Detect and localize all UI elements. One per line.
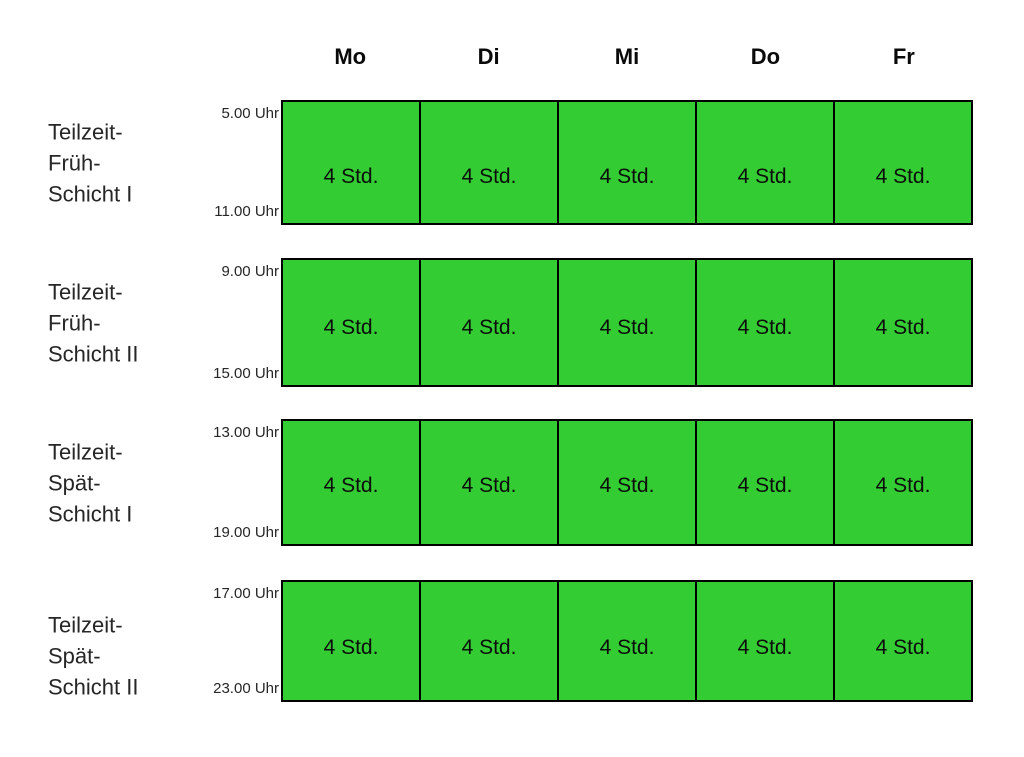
shift-hours-cell: 4 Std.: [559, 102, 697, 223]
day-header-fr: Fr: [892, 44, 915, 69]
shift-start-time-label: 13.00 Uhr: [213, 424, 279, 441]
shift-week-bar: 4 Std. 4 Std. 4 Std. 4 Std. 4 Std.: [281, 419, 973, 546]
shift-hours-cell: 4 Std.: [283, 260, 421, 385]
shift-start-time-label: 9.00 Uhr: [221, 263, 279, 280]
shift-week-bar: 4 Std. 4 Std. 4 Std. 4 Std. 4 Std.: [281, 100, 973, 225]
day-header-mi: Mi: [614, 44, 640, 69]
shift-name-line: Teilzeit-: [48, 612, 123, 638]
day-header-do: Do: [750, 44, 781, 69]
shift-name-line: Teilzeit-: [48, 439, 123, 464]
shift-start-time-label: 5.00 Uhr: [221, 105, 279, 122]
shift-hours-cell: 4 Std.: [875, 315, 931, 339]
shift-name-line: Früh-: [48, 310, 101, 335]
shift-end-time-label: 15.00 Uhr: [213, 365, 279, 382]
shift-end-time-label: 19.00 Uhr: [213, 524, 279, 541]
shift-hours-cell: 4 Std.: [283, 582, 421, 700]
shift-name-label: Teilzeit- Früh- Schicht I: [48, 116, 132, 209]
shift-start-time-label: 17.00 Uhr: [213, 585, 279, 602]
shift-week-bar: 4 Std. 4 Std. 4 Std. 4 Std. 4 Std.: [281, 258, 973, 387]
shift-hours-cell: 4 Std.: [697, 421, 835, 544]
shift-hours-cell: 4 Std.: [697, 102, 835, 223]
shift-hours-cell: 4 Std.: [283, 421, 421, 544]
shift-end-time-label: 11.00 Uhr: [214, 203, 279, 220]
shift-hours-cell: 4 Std.: [421, 582, 559, 700]
shift-name-line: Schicht I: [48, 181, 133, 206]
shift-hours-cell: 4 Std.: [875, 164, 931, 188]
shift-hours-cell: 4 Std.: [697, 582, 835, 700]
shift-name-line: Schicht I: [48, 501, 133, 526]
day-header-di: Di: [477, 44, 500, 69]
shift-name-line: Früh-: [48, 150, 101, 175]
day-header-mo: Mo: [334, 44, 367, 69]
shift-hours-cell: 4 Std.: [421, 421, 559, 544]
shift-hours-cell: 4 Std.: [283, 102, 421, 223]
shift-name-line: Teilzeit-: [48, 279, 123, 304]
shift-hours-cell: 4 Std.: [421, 260, 559, 385]
shift-name-label: Teilzeit- Früh- Schicht II: [48, 276, 138, 369]
shift-name-line: Teilzeit-: [48, 119, 123, 144]
shift-row-spaet-1: Teilzeit- Spät- Schicht I 13.00 Uhr 19.0…: [0, 419, 1024, 546]
shift-name-line: Schicht II: [48, 341, 139, 366]
shift-name-line: Spät-: [48, 470, 101, 495]
shift-hours-cell: 4 Std.: [559, 582, 697, 700]
shift-row-frueh-2: Teilzeit- Früh- Schicht II 9.00 Uhr 15.0…: [0, 258, 1024, 387]
shift-row-spaet-2: Teilzeit- Spät- Schicht II 17.00 Uhr 23.…: [0, 580, 1024, 702]
shift-hours-cell: 4 Std.: [875, 474, 931, 497]
shift-name-label: Teilzeit- Spät- Schicht I: [48, 436, 132, 529]
shift-name-label: Teilzeit- Spät- Schicht II: [48, 610, 138, 703]
shift-hours-cell: 4 Std.: [875, 636, 931, 659]
shift-name-line: Schicht II: [48, 674, 139, 700]
shift-end-time-label: 23.00 Uhr: [213, 680, 279, 697]
shift-hours-cell: 4 Std.: [559, 421, 697, 544]
shift-hours-cell: 4 Std.: [697, 260, 835, 385]
day-header-row: Mo Di Mi Do Fr: [281, 44, 973, 70]
shift-hours-cell: 4 Std.: [421, 102, 559, 223]
shift-name-line: Spät-: [48, 643, 101, 669]
shift-row-frueh-1: Teilzeit- Früh- Schicht I 5.00 Uhr 11.00…: [0, 100, 1024, 225]
shift-week-bar: 4 Std. 4 Std. 4 Std. 4 Std. 4 Std.: [281, 580, 973, 702]
shift-hours-cell: 4 Std.: [559, 260, 697, 385]
